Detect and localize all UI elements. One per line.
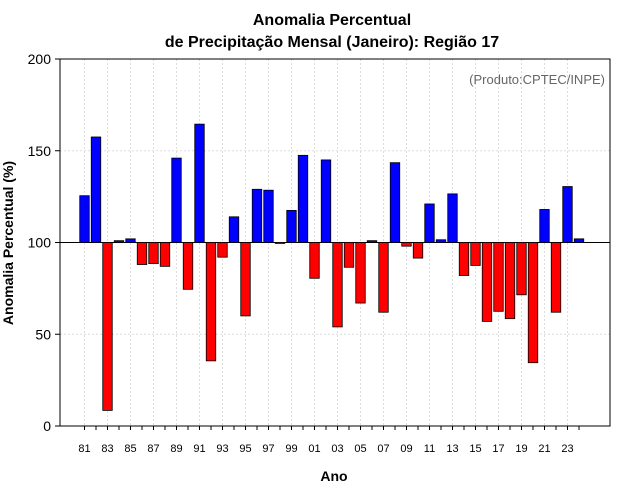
bar-83	[102, 242, 113, 411]
plot-frame	[59, 58, 611, 427]
bar-02	[320, 159, 332, 243]
bar-23	[562, 186, 573, 243]
bar-09	[401, 242, 412, 247]
x-tick-label: 95	[239, 443, 251, 455]
x-axis-label: Ano	[320, 468, 347, 484]
bar-17	[493, 242, 504, 312]
x-tick-label: 91	[193, 443, 205, 455]
y-tick-label: 150	[28, 143, 52, 159]
bar-95	[240, 242, 251, 317]
bar-13	[447, 193, 458, 243]
bar-85	[125, 238, 136, 243]
bar-82	[90, 136, 102, 243]
bar-19	[516, 242, 527, 296]
x-tick-label: 97	[262, 443, 274, 455]
y-axis: 0 50 100 150 200	[28, 51, 60, 434]
bar-93	[217, 242, 228, 258]
x-tick-label: 23	[561, 443, 573, 455]
x-tick-label: 19	[515, 443, 527, 455]
x-tick-label: 07	[377, 443, 389, 455]
x-tick-label: 87	[147, 443, 159, 455]
bar-96	[251, 188, 263, 243]
bar-14	[458, 242, 470, 276]
x-tick-label: 81	[78, 443, 90, 455]
x-tick-label: 89	[170, 443, 182, 455]
bar-90	[182, 242, 194, 290]
bar-98	[274, 242, 286, 244]
x-tick-label: 01	[308, 443, 320, 455]
bar-22	[550, 242, 562, 313]
x-tick-label: 17	[492, 443, 504, 455]
bar-99	[286, 209, 297, 243]
credit-label: (Produto:CPTEC/INPE)	[469, 72, 605, 87]
chart-title-line1: Anomalia Percentual	[253, 12, 411, 29]
x-tick-label: 93	[216, 443, 228, 455]
bar-07	[378, 242, 389, 313]
bar-91	[194, 123, 205, 243]
bars	[79, 123, 585, 411]
bar-21	[539, 209, 550, 243]
x-tick-label: 85	[124, 443, 136, 455]
bar-84	[113, 240, 125, 243]
bar-18	[504, 242, 516, 320]
bar-15	[470, 242, 481, 266]
bar-89	[171, 157, 182, 243]
bar-01	[309, 242, 320, 279]
x-tick-label: 11	[424, 443, 435, 455]
bar-24	[573, 238, 585, 243]
y-tick-label: 100	[28, 235, 52, 251]
x-tick-label: 83	[101, 443, 113, 455]
y-tick-label: 0	[43, 418, 51, 434]
y-axis-label: Anomalia Percentual (%)	[0, 161, 16, 325]
bar-08	[389, 162, 401, 243]
y-tick-label: 50	[35, 326, 51, 342]
x-tick-label: 99	[285, 443, 297, 455]
bar-03	[332, 242, 343, 328]
bar-11	[424, 203, 435, 243]
x-axis: 81 83 85 87 89 91 93 95 97 99 01 03 05 07 09 11 13 15 17 19…	[78, 426, 580, 455]
bar-20	[527, 242, 539, 364]
bar-12	[435, 239, 447, 243]
bar-00	[297, 154, 309, 243]
y-tick-label: 200	[28, 51, 52, 67]
bar-10	[412, 242, 424, 259]
bar-06	[366, 240, 378, 243]
x-tick-label: 21	[538, 443, 550, 455]
x-tick-label: 15	[469, 443, 481, 455]
bar-04	[343, 242, 355, 268]
bar-97	[263, 189, 274, 243]
bar-16	[481, 242, 493, 322]
bar-87	[148, 242, 159, 265]
x-tick-label: 03	[331, 443, 343, 455]
chart-title-line2: de Precipitação Mensal (Janeiro): Região…	[165, 34, 499, 51]
grid-lines	[60, 59, 610, 426]
x-tick-label: 05	[354, 443, 366, 455]
bar-05	[355, 242, 366, 304]
bar-92	[205, 242, 217, 362]
bar-81	[79, 195, 90, 243]
x-tick-label: 09	[400, 443, 412, 455]
x-tick-label: 13	[446, 443, 458, 455]
bar-86	[136, 242, 148, 265]
bar-88	[159, 242, 171, 267]
bar-94	[228, 216, 240, 243]
